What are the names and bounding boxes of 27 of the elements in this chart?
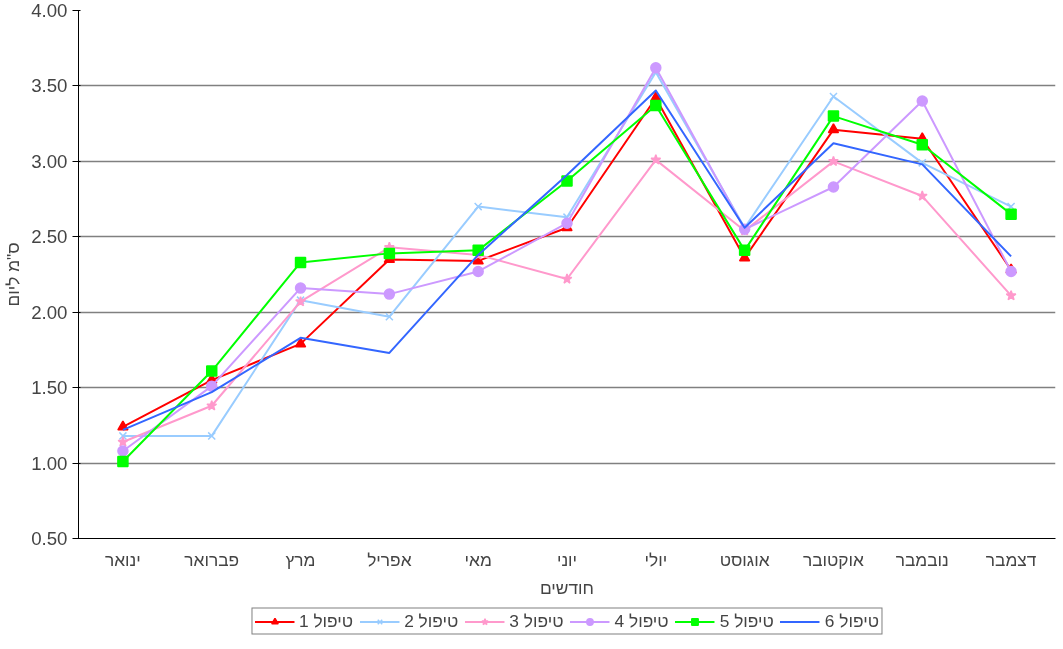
x-tick-label: פברואר	[184, 549, 240, 570]
legend-label: טיפול 5	[719, 610, 774, 632]
x-tick-label: אפריל	[367, 549, 412, 570]
y-tick-label: 4.00	[31, 0, 68, 21]
legend-label: טיפול 6	[824, 610, 880, 632]
x-tick-label: ינואר	[104, 549, 141, 570]
y-tick-label: 1.50	[31, 377, 68, 399]
x-tick-label: יוני	[556, 549, 578, 570]
x-tick-label: אוקטובר	[802, 549, 865, 570]
y-tick-label: 2.50	[31, 226, 68, 248]
x-tick-label: מרץ	[285, 549, 316, 570]
y-axis-title: ס"מ ליום	[3, 242, 24, 307]
legend-label: טיפול 4	[614, 610, 669, 632]
y-tick-label: 1.00	[31, 452, 68, 474]
y-tick-label: 3.50	[31, 75, 68, 97]
x-tick-label: אוגוסט	[719, 549, 770, 570]
legend-label: טיפול 2	[404, 610, 459, 632]
x-axis-title: חודשים	[539, 577, 595, 598]
x-tick-label: נובמבר	[895, 549, 949, 570]
legend-label: טיפול 3	[509, 610, 564, 632]
x-tick-label: מאי	[464, 549, 492, 570]
x-tick-label: יולי	[644, 549, 668, 570]
y-tick-label: 3.00	[31, 150, 68, 172]
y-tick-label: 2.00	[31, 301, 68, 323]
legend-label: טיפול 1	[298, 610, 354, 632]
x-tick-label: דצמבר	[985, 549, 1037, 570]
y-tick-label: 0.50	[31, 528, 68, 549]
